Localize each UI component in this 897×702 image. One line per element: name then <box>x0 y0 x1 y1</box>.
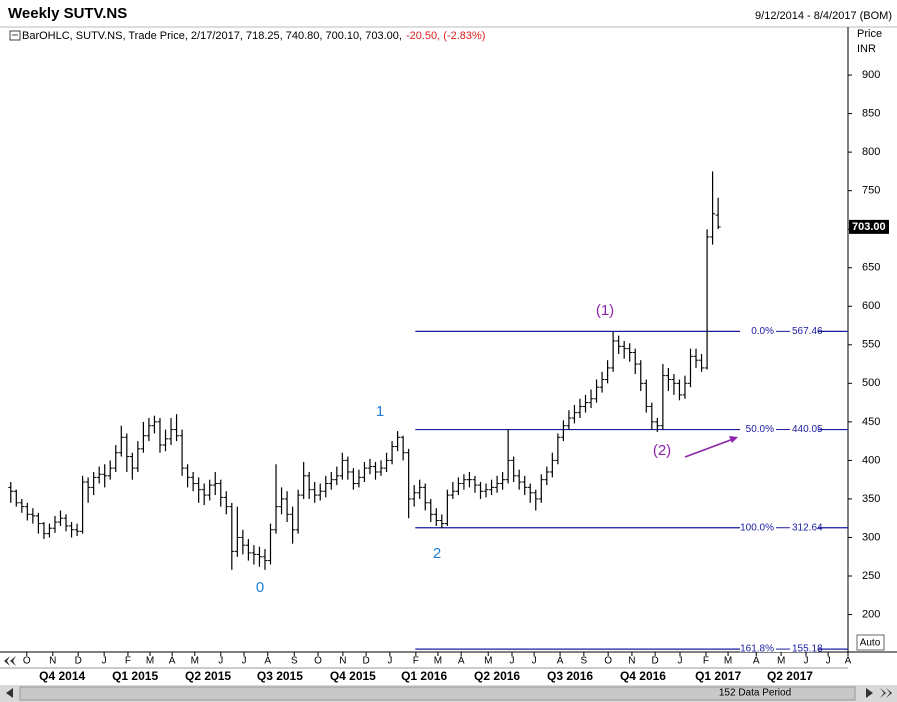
fib-label: 50.0% <box>746 424 774 435</box>
x-tick-label: J <box>241 656 246 667</box>
x-tick-label: M <box>434 656 442 667</box>
x-tick-label: J <box>804 656 809 667</box>
x-tick-label: N <box>628 656 635 667</box>
x-tick-label: O <box>314 656 322 667</box>
x-tick-label: M <box>484 656 492 667</box>
x-tick-label: D <box>75 656 82 667</box>
x-tick-label: A <box>169 656 176 667</box>
y-axis-unit: INR <box>857 43 876 55</box>
x-tick-label: A <box>458 656 465 667</box>
y-tick-label: 650 <box>862 262 880 274</box>
y-tick-label: 900 <box>862 69 880 81</box>
fib-value: 567.46 <box>792 326 823 337</box>
last-price-tag <box>849 219 889 234</box>
wave-label: 1 <box>376 403 384 420</box>
x-tick-label: M <box>191 656 199 667</box>
y-tick-label: 400 <box>862 454 880 466</box>
y-tick-label: 250 <box>862 570 880 582</box>
y-tick-label: 500 <box>862 377 880 389</box>
fib-label: 100.0% <box>740 522 774 533</box>
x-tick-label: J <box>678 656 683 667</box>
legend-text: BarOHLC, SUTV.NS, Trade Price, 2/17/2017… <box>22 30 402 42</box>
y-tick-label: 600 <box>862 300 880 312</box>
quarter-label: Q2 2015 <box>185 669 231 683</box>
x-tick-label: S <box>581 656 588 667</box>
x-tick-label: A <box>264 656 271 667</box>
x-tick-label: N <box>49 656 56 667</box>
y-tick-label: 200 <box>862 608 880 620</box>
x-tick-label: F <box>413 656 419 667</box>
x-tick-label: J <box>532 656 537 667</box>
legend-change: -20.50, (-2.83%) <box>406 30 485 42</box>
plot-area: 0.0% 567.46 50.0% 440.05 100.0% 312.64 161.8% 1… <box>8 171 848 655</box>
quarter-label: Q2 2016 <box>474 669 520 683</box>
quarter-label: Q4 2015 <box>330 669 376 683</box>
quarter-label: Q4 2014 <box>39 669 85 683</box>
x-tick-label: F <box>703 656 709 667</box>
x-tick-label: A <box>845 656 852 667</box>
quarter-label: Q1 2015 <box>112 669 158 683</box>
x-tick-label: N <box>339 656 346 667</box>
x-tick-label: F <box>125 656 131 667</box>
x-tick-label: M <box>777 656 785 667</box>
wave-label: (2) <box>653 442 671 459</box>
quarter-label: Q1 2016 <box>401 669 447 683</box>
scroll-end[interactable] <box>880 688 886 698</box>
x-tick-label: M <box>146 656 154 667</box>
x-tick-label: D <box>362 656 369 667</box>
y-tick-label: 850 <box>862 107 880 119</box>
x-tick-label: O <box>604 656 612 667</box>
x-tick-label: J <box>826 656 831 667</box>
y-tick-label: 550 <box>862 339 880 351</box>
fib-label-bg <box>740 644 818 652</box>
x-tick-label: A <box>753 656 760 667</box>
arrow <box>684 437 737 458</box>
x-tick-label: J <box>510 656 515 667</box>
y-tick-label: 300 <box>862 531 880 543</box>
wave-label: 2 <box>433 545 441 562</box>
scroll-right[interactable] <box>866 688 873 698</box>
x-tick-label: D <box>652 656 659 667</box>
x-tick-label: M <box>724 656 732 667</box>
x-tick-label: O <box>23 656 31 667</box>
x-tick-label: S <box>291 656 298 667</box>
last-price-label: 703.00 <box>852 221 886 233</box>
wave-label: (1) <box>596 302 614 319</box>
fib-label: 161.8% <box>740 644 774 655</box>
pan-left[interactable] <box>10 656 16 666</box>
scroll-thumb[interactable] <box>19 686 856 701</box>
fib-label: 0.0% <box>751 326 774 337</box>
date-range: 9/12/2014 - 8/4/2017 (BOM) <box>755 10 892 22</box>
scale-button-label[interactable]: Auto <box>860 638 881 649</box>
x-tick-label: J <box>102 656 107 667</box>
chart-title: Weekly SUTV.NS <box>8 5 127 22</box>
y-tick-label: 750 <box>862 185 880 197</box>
scale-button[interactable] <box>856 634 885 651</box>
pan-left[interactable] <box>4 656 10 666</box>
fib-value: 155.18 <box>792 644 823 655</box>
quarter-label: Q3 2016 <box>547 669 593 683</box>
quarter-label: Q4 2016 <box>620 669 666 683</box>
y-tick-label: 800 <box>862 146 880 158</box>
fib-value: 440.05 <box>792 424 823 435</box>
quarter-label: Q3 2015 <box>257 669 303 683</box>
y-tick-label: 450 <box>862 416 880 428</box>
scroll-left[interactable] <box>6 688 13 698</box>
y-tick-label: 350 <box>862 493 880 505</box>
quarter-label: Q1 2017 <box>695 669 741 683</box>
fib-value: 312.64 <box>792 522 823 533</box>
quarter-label: Q2 2017 <box>767 669 813 683</box>
scroll-end[interactable] <box>886 688 892 698</box>
x-tick-label: J <box>218 656 223 667</box>
x-tick-label: A <box>557 656 564 667</box>
y-axis-label: Price <box>857 28 882 40</box>
data-period: 152 Data Period <box>719 688 791 699</box>
x-tick-label: J <box>387 656 392 667</box>
wave-label: 0 <box>256 579 264 596</box>
arrowhead <box>729 436 738 443</box>
